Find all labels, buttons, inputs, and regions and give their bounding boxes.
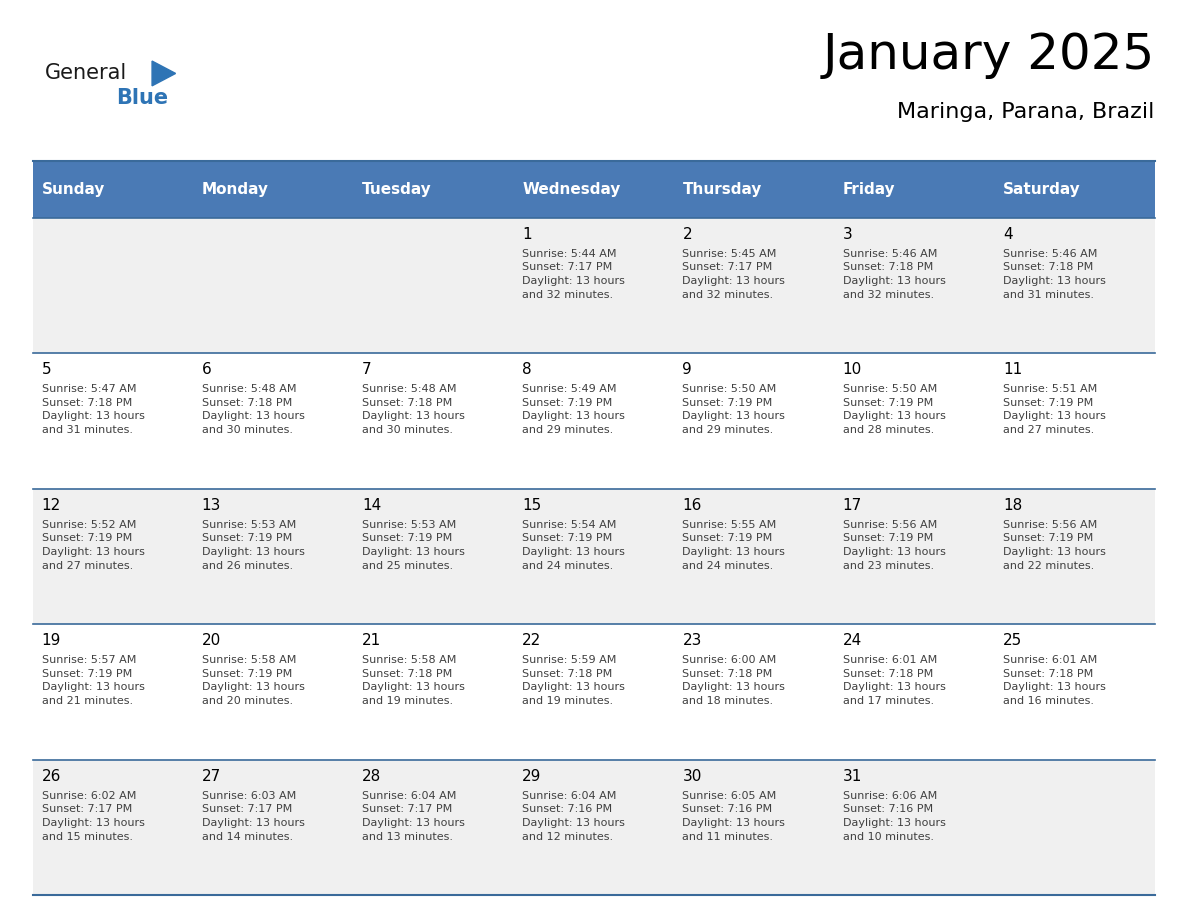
Text: Sunrise: 5:59 AM
Sunset: 7:18 PM
Daylight: 13 hours
and 19 minutes.: Sunrise: 5:59 AM Sunset: 7:18 PM Dayligh… [523,655,625,706]
Text: 19: 19 [42,633,61,648]
Bar [33,624,1155,759]
Text: Sunrise: 5:54 AM
Sunset: 7:19 PM
Daylight: 13 hours
and 24 minutes.: Sunrise: 5:54 AM Sunset: 7:19 PM Dayligh… [523,520,625,571]
Text: 10: 10 [842,363,861,377]
Bar [194,161,354,218]
Text: Sunrise: 6:00 AM
Sunset: 7:18 PM
Daylight: 13 hours
and 18 minutes.: Sunrise: 6:00 AM Sunset: 7:18 PM Dayligh… [682,655,785,706]
Text: General: General [45,63,127,84]
Text: Sunrise: 5:44 AM
Sunset: 7:17 PM
Daylight: 13 hours
and 32 minutes.: Sunrise: 5:44 AM Sunset: 7:17 PM Dayligh… [523,249,625,299]
Text: 1: 1 [523,227,532,241]
Text: Sunrise: 6:01 AM
Sunset: 7:18 PM
Daylight: 13 hours
and 16 minutes.: Sunrise: 6:01 AM Sunset: 7:18 PM Dayligh… [1003,655,1106,706]
Text: 20: 20 [202,633,221,648]
Text: 9: 9 [682,363,693,377]
Text: Maringa, Parana, Brazil: Maringa, Parana, Brazil [897,102,1155,122]
Text: Thursday: Thursday [682,182,762,196]
Bar [33,353,1155,488]
Text: Sunrise: 5:47 AM
Sunset: 7:18 PM
Daylight: 13 hours
and 31 minutes.: Sunrise: 5:47 AM Sunset: 7:18 PM Dayligh… [42,385,145,435]
Text: 12: 12 [42,498,61,513]
Text: Sunrise: 5:46 AM
Sunset: 7:18 PM
Daylight: 13 hours
and 31 minutes.: Sunrise: 5:46 AM Sunset: 7:18 PM Dayligh… [1003,249,1106,299]
Text: 22: 22 [523,633,542,648]
Text: 23: 23 [682,633,702,648]
Text: Sunrise: 5:49 AM
Sunset: 7:19 PM
Daylight: 13 hours
and 29 minutes.: Sunrise: 5:49 AM Sunset: 7:19 PM Dayligh… [523,385,625,435]
Text: Sunrise: 5:50 AM
Sunset: 7:19 PM
Daylight: 13 hours
and 29 minutes.: Sunrise: 5:50 AM Sunset: 7:19 PM Dayligh… [682,385,785,435]
Text: Sunday: Sunday [42,182,105,196]
Text: Sunrise: 5:53 AM
Sunset: 7:19 PM
Daylight: 13 hours
and 26 minutes.: Sunrise: 5:53 AM Sunset: 7:19 PM Dayligh… [202,520,304,571]
Text: 4: 4 [1003,227,1012,241]
Bar [33,488,1155,624]
Text: Sunrise: 6:04 AM
Sunset: 7:16 PM
Daylight: 13 hours
and 12 minutes.: Sunrise: 6:04 AM Sunset: 7:16 PM Dayligh… [523,790,625,842]
Text: 31: 31 [842,768,862,784]
Text: Friday: Friday [842,182,896,196]
Text: Saturday: Saturday [1003,182,1081,196]
Text: Sunrise: 5:57 AM
Sunset: 7:19 PM
Daylight: 13 hours
and 21 minutes.: Sunrise: 5:57 AM Sunset: 7:19 PM Dayligh… [42,655,145,706]
Bar [994,161,1155,218]
Text: Sunrise: 6:02 AM
Sunset: 7:17 PM
Daylight: 13 hours
and 15 minutes.: Sunrise: 6:02 AM Sunset: 7:17 PM Dayligh… [42,790,145,842]
Text: 26: 26 [42,768,61,784]
Text: Sunrise: 5:58 AM
Sunset: 7:19 PM
Daylight: 13 hours
and 20 minutes.: Sunrise: 5:58 AM Sunset: 7:19 PM Dayligh… [202,655,304,706]
Text: Sunrise: 6:01 AM
Sunset: 7:18 PM
Daylight: 13 hours
and 17 minutes.: Sunrise: 6:01 AM Sunset: 7:18 PM Dayligh… [842,655,946,706]
Text: Sunrise: 5:55 AM
Sunset: 7:19 PM
Daylight: 13 hours
and 24 minutes.: Sunrise: 5:55 AM Sunset: 7:19 PM Dayligh… [682,520,785,571]
Text: 25: 25 [1003,633,1022,648]
Text: Sunrise: 5:45 AM
Sunset: 7:17 PM
Daylight: 13 hours
and 32 minutes.: Sunrise: 5:45 AM Sunset: 7:17 PM Dayligh… [682,249,785,299]
Text: Sunrise: 5:56 AM
Sunset: 7:19 PM
Daylight: 13 hours
and 23 minutes.: Sunrise: 5:56 AM Sunset: 7:19 PM Dayligh… [842,520,946,571]
Text: Tuesday: Tuesday [362,182,431,196]
Bar [354,161,514,218]
Text: 13: 13 [202,498,221,513]
Text: 6: 6 [202,363,211,377]
Text: Blue: Blue [116,88,169,108]
Polygon shape [152,61,176,85]
Text: 14: 14 [362,498,381,513]
Text: 27: 27 [202,768,221,784]
Text: 5: 5 [42,363,51,377]
Text: 28: 28 [362,768,381,784]
Text: 11: 11 [1003,363,1022,377]
Bar [33,161,194,218]
Text: Sunrise: 5:53 AM
Sunset: 7:19 PM
Daylight: 13 hours
and 25 minutes.: Sunrise: 5:53 AM Sunset: 7:19 PM Dayligh… [362,520,465,571]
Text: 2: 2 [682,227,693,241]
Bar [674,161,834,218]
Text: Wednesday: Wednesday [523,182,620,196]
Text: Sunrise: 5:48 AM
Sunset: 7:18 PM
Daylight: 13 hours
and 30 minutes.: Sunrise: 5:48 AM Sunset: 7:18 PM Dayligh… [362,385,465,435]
Bar [514,161,674,218]
Text: Sunrise: 5:46 AM
Sunset: 7:18 PM
Daylight: 13 hours
and 32 minutes.: Sunrise: 5:46 AM Sunset: 7:18 PM Dayligh… [842,249,946,299]
Bar [33,218,1155,353]
Text: Sunrise: 6:03 AM
Sunset: 7:17 PM
Daylight: 13 hours
and 14 minutes.: Sunrise: 6:03 AM Sunset: 7:17 PM Dayligh… [202,790,304,842]
Text: 3: 3 [842,227,852,241]
Text: 17: 17 [842,498,861,513]
Text: Sunrise: 5:58 AM
Sunset: 7:18 PM
Daylight: 13 hours
and 19 minutes.: Sunrise: 5:58 AM Sunset: 7:18 PM Dayligh… [362,655,465,706]
Text: 21: 21 [362,633,381,648]
Text: Sunrise: 5:56 AM
Sunset: 7:19 PM
Daylight: 13 hours
and 22 minutes.: Sunrise: 5:56 AM Sunset: 7:19 PM Dayligh… [1003,520,1106,571]
Text: Sunrise: 5:52 AM
Sunset: 7:19 PM
Daylight: 13 hours
and 27 minutes.: Sunrise: 5:52 AM Sunset: 7:19 PM Dayligh… [42,520,145,571]
Bar [33,759,1155,895]
Text: 16: 16 [682,498,702,513]
Text: Monday: Monday [202,182,268,196]
Text: Sunrise: 6:06 AM
Sunset: 7:16 PM
Daylight: 13 hours
and 10 minutes.: Sunrise: 6:06 AM Sunset: 7:16 PM Dayligh… [842,790,946,842]
Text: Sunrise: 5:50 AM
Sunset: 7:19 PM
Daylight: 13 hours
and 28 minutes.: Sunrise: 5:50 AM Sunset: 7:19 PM Dayligh… [842,385,946,435]
Text: 30: 30 [682,768,702,784]
Text: Sunrise: 6:05 AM
Sunset: 7:16 PM
Daylight: 13 hours
and 11 minutes.: Sunrise: 6:05 AM Sunset: 7:16 PM Dayligh… [682,790,785,842]
Text: 8: 8 [523,363,532,377]
Text: Sunrise: 6:04 AM
Sunset: 7:17 PM
Daylight: 13 hours
and 13 minutes.: Sunrise: 6:04 AM Sunset: 7:17 PM Dayligh… [362,790,465,842]
Text: 24: 24 [842,633,861,648]
Text: 18: 18 [1003,498,1022,513]
Text: Sunrise: 5:51 AM
Sunset: 7:19 PM
Daylight: 13 hours
and 27 minutes.: Sunrise: 5:51 AM Sunset: 7:19 PM Dayligh… [1003,385,1106,435]
Text: 29: 29 [523,768,542,784]
Bar [834,161,994,218]
Text: 15: 15 [523,498,542,513]
Text: January 2025: January 2025 [822,31,1155,79]
Text: 7: 7 [362,363,372,377]
Text: Sunrise: 5:48 AM
Sunset: 7:18 PM
Daylight: 13 hours
and 30 minutes.: Sunrise: 5:48 AM Sunset: 7:18 PM Dayligh… [202,385,304,435]
